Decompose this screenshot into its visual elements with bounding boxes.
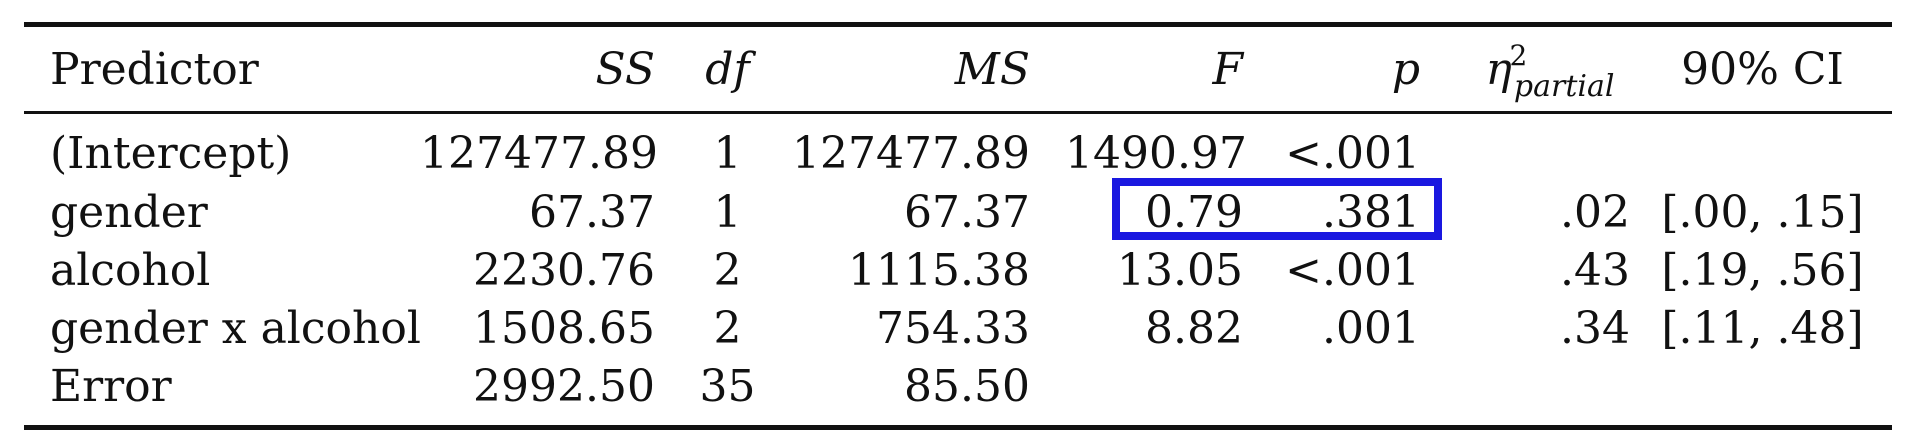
header-eta-partial: η 2 partial (1470, 39, 1630, 104)
row-2-p: <.001 (1285, 245, 1420, 296)
row-1-f: 0.79 (1145, 187, 1243, 238)
row-3-eta: .34 (1560, 303, 1630, 354)
row-2-f: 13.05 (1117, 245, 1243, 296)
row-2-ss: 2230.76 (473, 245, 655, 296)
header-predictor: Predictor (50, 44, 259, 95)
row-3-ss: 1508.65 (473, 303, 655, 354)
table-top-rule (24, 22, 1892, 27)
row-4-predictor: Error (50, 361, 172, 412)
row-2-df: 2 (713, 245, 742, 296)
row-3-df: 2 (713, 303, 742, 354)
row-0-f: 1490.97 (1065, 128, 1247, 179)
header-ss: SS (595, 44, 655, 95)
header-ci: 90% CI (1681, 44, 1844, 95)
row-1-predictor: gender (50, 187, 208, 238)
row-1-ss: 67.37 (529, 187, 655, 238)
row-1-df: 1 (713, 187, 742, 238)
row-2-ms: 1115.38 (848, 245, 1030, 296)
highlight-box (1112, 178, 1442, 240)
row-2-eta: .43 (1560, 245, 1630, 296)
row-2-ci: [.19, .56] (1661, 245, 1864, 296)
row-4-df: 35 (699, 361, 756, 412)
row-4-ss: 2992.50 (473, 361, 655, 412)
header-p: p (1391, 44, 1420, 95)
row-4-ms: 85.50 (904, 361, 1030, 412)
row-3-p: .001 (1322, 303, 1420, 354)
header-df: df (705, 44, 750, 95)
header-ms: MS (954, 44, 1030, 95)
row-0-ms: 127477.89 (792, 128, 1030, 179)
eta-superscript: 2 (1509, 39, 1528, 72)
row-0-predictor: (Intercept) (50, 128, 292, 179)
row-2-predictor: alcohol (50, 245, 211, 296)
row-0-p: <.001 (1285, 128, 1420, 179)
row-0-df: 1 (713, 128, 742, 179)
row-3-ci: [.11, .48] (1661, 303, 1864, 354)
eta-symbol: η 2 partial (1486, 39, 1615, 104)
row-3-ms: 754.33 (876, 303, 1030, 354)
table-bottom-rule (24, 425, 1892, 430)
eta-subscript: partial (1513, 69, 1615, 104)
row-3-predictor: gender x alcohol (50, 303, 421, 354)
row-1-ms: 67.37 (904, 187, 1030, 238)
row-0-ss: 127477.89 (420, 128, 658, 179)
table-header-rule (24, 111, 1892, 114)
row-3-f: 8.82 (1145, 303, 1243, 354)
row-1-p: .381 (1322, 187, 1420, 238)
row-1-eta: .02 (1560, 187, 1630, 238)
header-f: F (1212, 44, 1243, 95)
row-1-ci: [.00, .15] (1661, 187, 1864, 238)
